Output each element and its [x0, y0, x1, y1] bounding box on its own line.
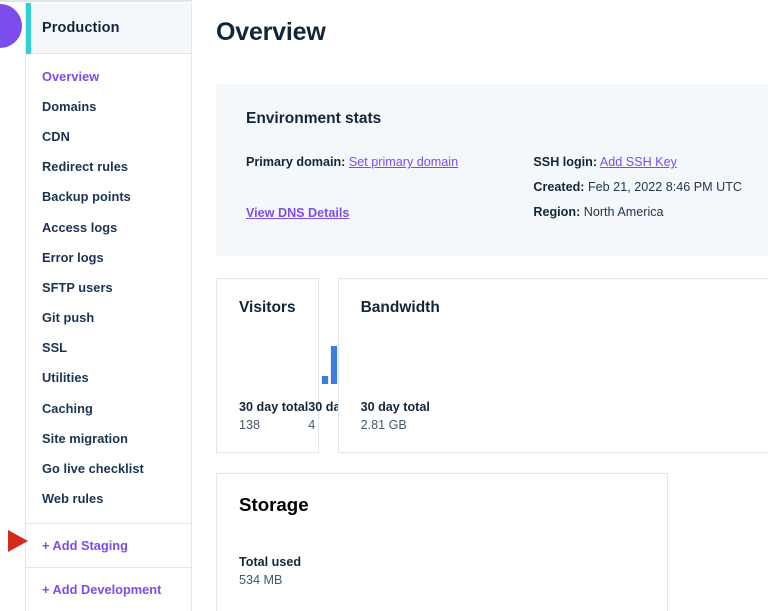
sidebar-item-overview[interactable]: Overview [42, 68, 100, 84]
page-title: Overview [216, 18, 326, 46]
sidebar-item-domains[interactable]: Domains [42, 98, 97, 114]
storage-total-metric: Total used 534 MB [239, 555, 301, 587]
bandwidth-total-label: 30 day total [360, 400, 430, 414]
created-label: Created: [533, 180, 585, 194]
sidebar-item-redirect-rules[interactable]: Redirect rules [42, 159, 129, 175]
storage-card-title: Storage [239, 494, 309, 515]
storage-card: Storage Total used 534 MB [216, 473, 668, 611]
add-staging-button[interactable]: + Add Staging [26, 522, 191, 567]
dns-details-row: View DNS Details [246, 201, 533, 226]
bandwidth-total-value: 2.81 GB [360, 418, 407, 432]
sidebar-item-git-push[interactable]: Git push [42, 310, 95, 326]
environment-stats-heading: Environment stats [246, 110, 382, 127]
visitors-total-label: 30 day total [239, 400, 309, 414]
avatar[interactable] [0, 4, 22, 48]
sidebar-item-ssl[interactable]: SSL [42, 340, 68, 356]
mouse-cursor-icon [8, 530, 28, 552]
add-development-button[interactable]: + Add Development [26, 566, 191, 611]
visitors-total-metric: 30 day total 138 [239, 400, 308, 432]
region-value: North America [583, 205, 664, 219]
environment-sidebar: Production Overview Domains CDN Redirect… [25, 3, 192, 611]
sidebar-item-cdn[interactable]: CDN [42, 128, 70, 144]
visitors-avg-value: 4 [308, 418, 316, 432]
set-primary-domain-link[interactable]: Set primary domain [348, 155, 459, 169]
storage-total-value: 534 MB [239, 573, 283, 587]
environment-name: Production [42, 20, 120, 36]
environment-stats-panel: Environment stats Primary domain: Set pr… [216, 84, 768, 256]
sidebar-item-error-logs[interactable]: Error logs [42, 249, 104, 265]
created-value: Feb 21, 2022 8:46 PM UTC [587, 180, 742, 194]
visitors-card-title: Visitors [239, 299, 296, 316]
ssh-login-label: SSH login: [533, 155, 598, 169]
chart-bar [321, 376, 329, 384]
environment-accent-bar [26, 3, 31, 54]
visitors-card: Visitors 30 day total 138 30 day avg 4 [216, 278, 581, 453]
sidebar-item-utilities[interactable]: Utilities [42, 370, 89, 386]
sidebar-item-access-logs[interactable]: Access logs [42, 219, 118, 235]
ssh-login-row: SSH login: Add SSH Key [533, 150, 742, 175]
bandwidth-card-title: Bandwidth [360, 299, 440, 316]
sidebar-nav: Overview Domains CDN Redirect rules Back… [26, 54, 191, 523]
region-label: Region: [533, 205, 581, 219]
sidebar-item-site-migration[interactable]: Site migration [42, 430, 129, 446]
main-content: Overview Environment stats Primary domai… [192, 0, 768, 611]
environment-header: Production [26, 3, 191, 54]
sidebar-item-sftp-users[interactable]: SFTP users [42, 279, 113, 295]
add-ssh-key-link[interactable]: Add SSH Key [599, 155, 677, 169]
sidebar-item-backup-points[interactable]: Backup points [42, 189, 131, 205]
storage-total-label: Total used [239, 555, 302, 569]
visitors-total-value: 138 [239, 418, 261, 432]
region-row: Region: North America [533, 200, 742, 225]
primary-domain-label: Primary domain: [246, 155, 346, 169]
sidebar-item-go-live-checklist[interactable]: Go live checklist [42, 461, 144, 477]
primary-domain-row: Primary domain: Set primary domain [246, 150, 533, 175]
chart-bar [330, 346, 338, 384]
created-row: Created: Feb 21, 2022 8:46 PM UTC [533, 175, 742, 200]
sidebar-item-web-rules[interactable]: Web rules [42, 491, 104, 507]
metrics-card-row: Visitors 30 day total 138 30 day avg 4 B… [216, 278, 768, 453]
bandwidth-total-metric: 30 day total 2.81 GB [361, 400, 430, 432]
environment-stats-right-column: SSH login: Add SSH Key Created: Feb 21, … [533, 150, 742, 226]
sidebar-item-caching[interactable]: Caching [42, 400, 93, 416]
bandwidth-card: Bandwidth 30 day total 2.81 GB [337, 278, 768, 453]
view-dns-details-link[interactable]: View DNS Details [246, 206, 350, 220]
environment-stats-left-column: Primary domain: Set primary domain View … [246, 150, 533, 226]
